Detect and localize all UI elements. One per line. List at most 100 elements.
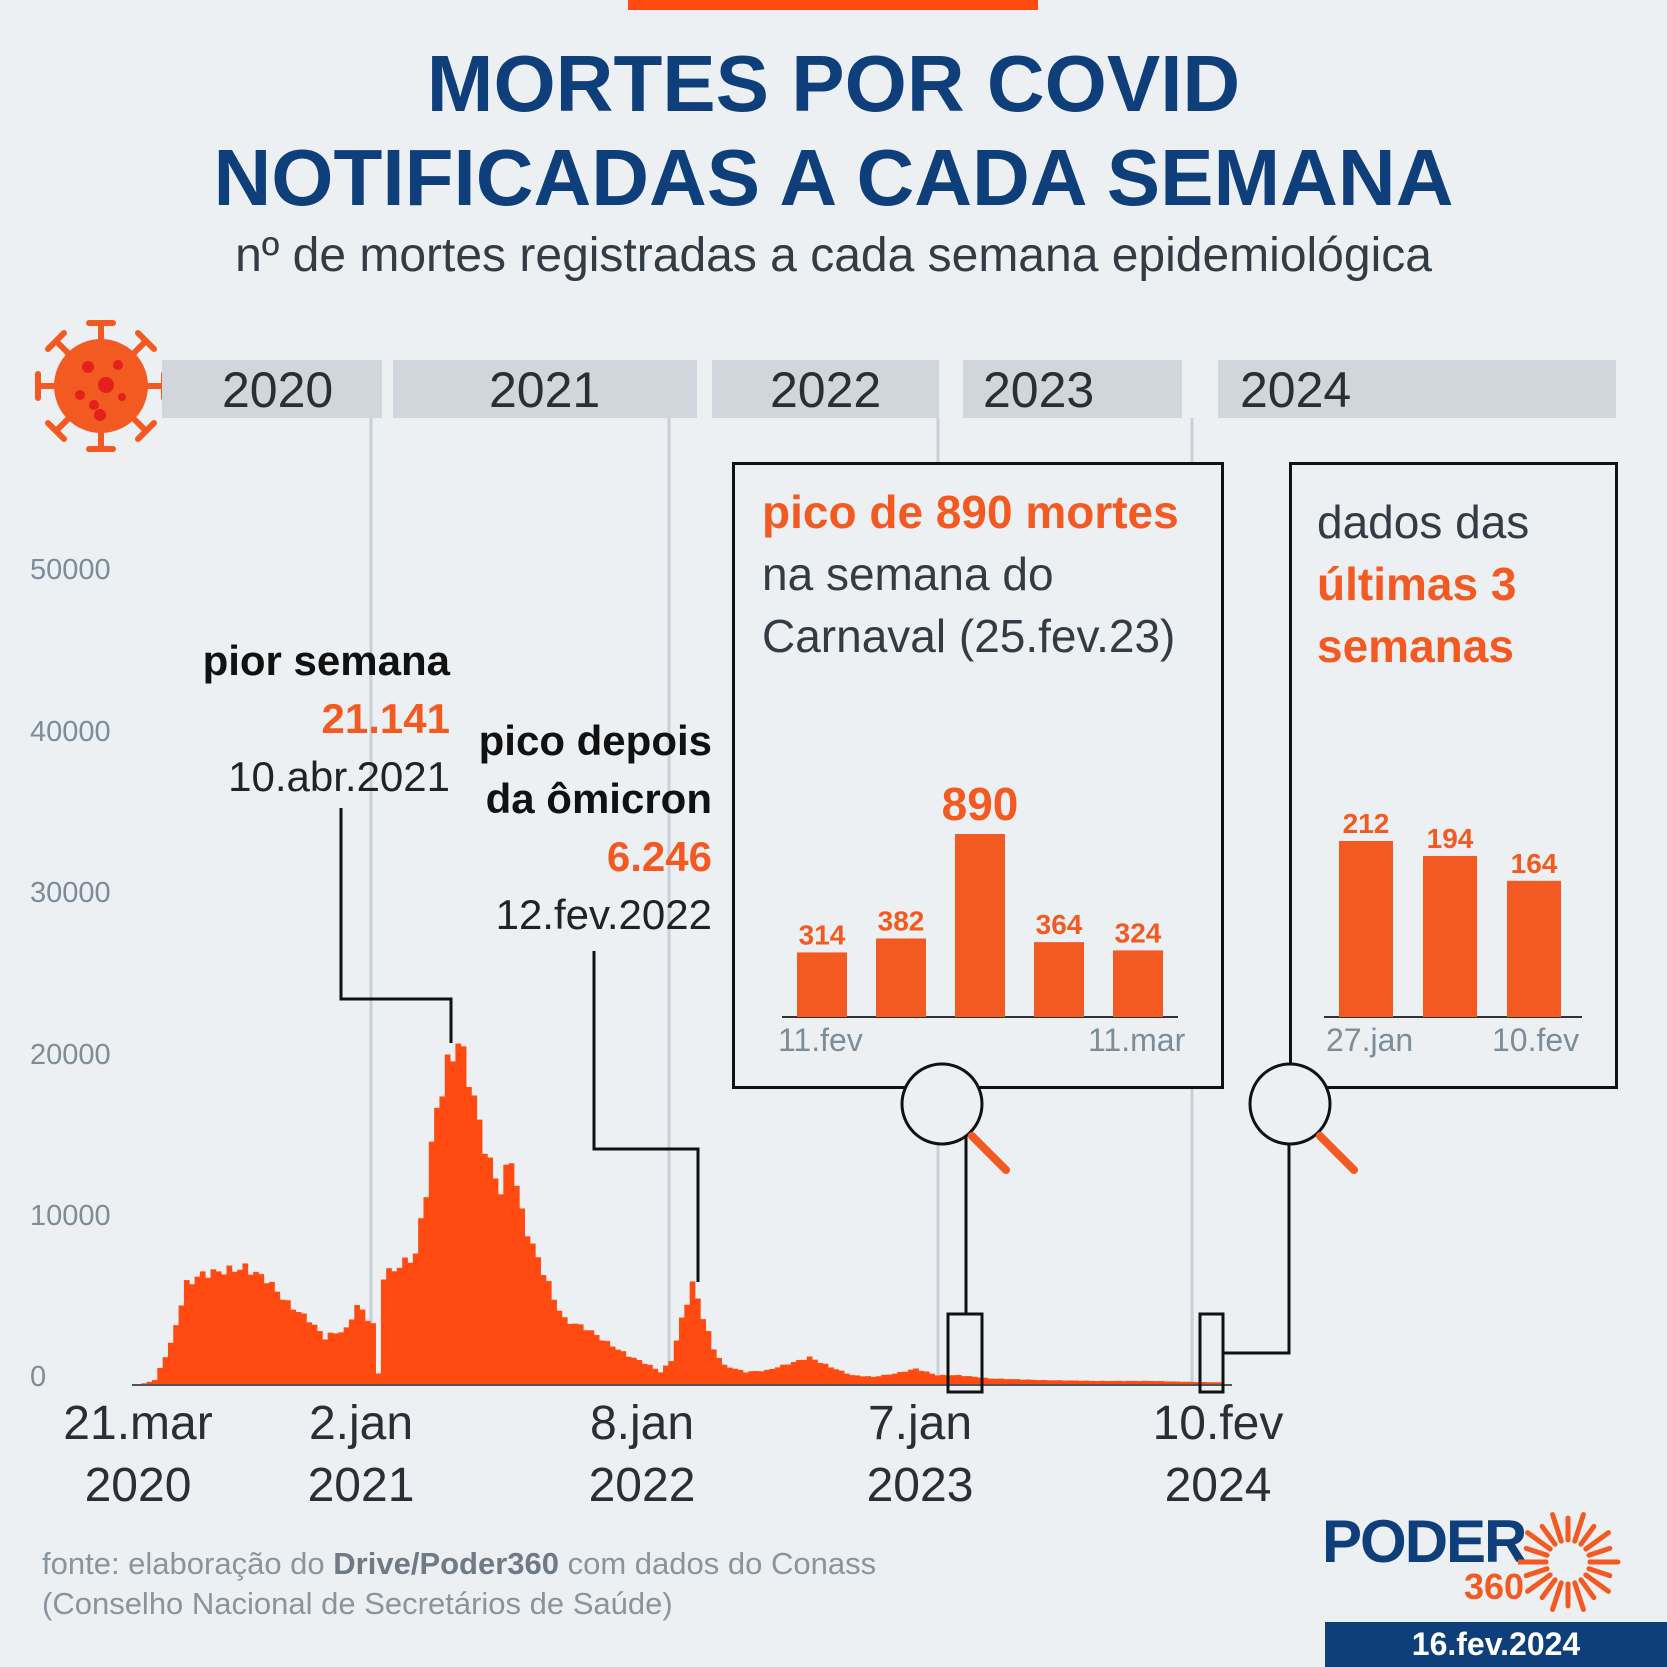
weekly-bar xyxy=(471,1095,478,1385)
annotation-worst-title: pior semana xyxy=(202,637,450,684)
weekly-bar xyxy=(897,1371,903,1385)
inset-bar xyxy=(1113,950,1163,1017)
weekly-bar xyxy=(833,1369,840,1385)
weekly-bar xyxy=(567,1323,573,1385)
weekly-bar xyxy=(391,1271,398,1385)
weekly-bar xyxy=(1147,1380,1154,1385)
weekly-bar xyxy=(194,1276,201,1385)
weekly-bar xyxy=(641,1363,648,1385)
weekly-bar xyxy=(269,1281,275,1385)
weekly-bar xyxy=(343,1327,350,1385)
weekly-bar xyxy=(338,1332,345,1385)
weekly-bar xyxy=(1200,1381,1207,1385)
weekly-bar xyxy=(434,1107,440,1385)
weekly-bar xyxy=(636,1360,643,1385)
year-label-2020: 2020 xyxy=(162,360,382,418)
inset-recent-chart: 212 194 164 xyxy=(1324,808,1582,1018)
inset-bar-label: 212 xyxy=(1343,808,1390,839)
weekly-bar xyxy=(822,1363,829,1385)
weekly-bar xyxy=(487,1157,494,1385)
weekly-bar xyxy=(742,1372,749,1385)
weekly-bar xyxy=(1158,1381,1164,1385)
weekly-bar xyxy=(737,1369,744,1385)
weekly-bar xyxy=(870,1376,877,1385)
sunburst-ray xyxy=(1550,1580,1564,1613)
weekly-bar xyxy=(173,1325,179,1385)
weekly-bar xyxy=(593,1335,600,1385)
weekly-bar xyxy=(508,1163,515,1385)
weekly-bar xyxy=(370,1323,376,1385)
callout-line-recent xyxy=(1223,1133,1291,1355)
weekly-bar xyxy=(758,1371,765,1385)
weekly-bar xyxy=(146,1381,153,1385)
year-label-2022: 2022 xyxy=(712,360,939,418)
weekly-bar xyxy=(423,1197,430,1385)
weekly-bar xyxy=(498,1194,504,1385)
weekly-bar xyxy=(279,1299,286,1385)
title-line2: NOTIFICADAS A CADA SEMANA xyxy=(213,133,1454,222)
year-label-2023: 2023 xyxy=(963,360,1182,418)
inset-recent-text: dados das últimas 3 semanas xyxy=(1317,496,1530,672)
inset-carnaval-text: pico de 890 mortes na semana do Carnaval… xyxy=(762,486,1179,662)
weekly-bar xyxy=(790,1362,797,1385)
weekly-bar xyxy=(844,1373,850,1385)
sunburst-ray xyxy=(1578,1577,1597,1601)
weekly-bar xyxy=(386,1268,392,1385)
weekly-bar xyxy=(178,1305,185,1385)
year-label-2024: 2024 xyxy=(1218,360,1616,418)
year-label-2021: 2021 xyxy=(393,360,697,418)
y-tick-10000: 10000 xyxy=(30,1200,111,1232)
annotation-worst-date: 10.abr.2021 xyxy=(228,753,450,800)
weekly-bar xyxy=(290,1309,297,1385)
weekly-bar xyxy=(657,1372,664,1385)
weekly-bar xyxy=(460,1046,467,1385)
weekly-bar xyxy=(1163,1381,1170,1385)
weekly-bar xyxy=(875,1376,882,1385)
sunburst-ray xyxy=(1523,1545,1550,1558)
weekly-bar xyxy=(716,1357,722,1385)
weekly-bar xyxy=(402,1257,408,1385)
magnifier-icon-carnaval xyxy=(900,1062,1010,1174)
weekly-bar xyxy=(939,1374,946,1385)
weekly-bar xyxy=(263,1283,270,1385)
weekly-bar xyxy=(828,1367,834,1385)
publication-date: 16.fev.2024 xyxy=(1325,1622,1667,1667)
weekly-bar xyxy=(1142,1380,1148,1385)
weekly-bar xyxy=(1131,1380,1138,1385)
annotation-omicron: pico depois da ômicron 6.246 12.fev.2022 xyxy=(410,712,712,944)
weekly-bar xyxy=(966,1376,973,1385)
inset-bar xyxy=(876,938,926,1017)
x-label-jan2022: 8.jan 2022 xyxy=(588,1397,696,1512)
weekly-bar xyxy=(1009,1379,1015,1385)
weekly-bar xyxy=(1211,1382,1218,1385)
weekly-bar xyxy=(673,1340,680,1385)
sunburst-ray xyxy=(1586,1545,1613,1558)
inset-bar-label: 382 xyxy=(878,905,925,936)
weekly-bar xyxy=(668,1361,675,1385)
weekly-bar xyxy=(519,1208,526,1385)
weekly-bar xyxy=(801,1359,808,1385)
weekly-bar xyxy=(205,1277,211,1385)
weekly-bar xyxy=(572,1323,579,1385)
weekly-bar xyxy=(1136,1381,1143,1385)
weekly-bar xyxy=(1030,1379,1037,1385)
inset-bar xyxy=(1507,880,1561,1017)
weekly-bar xyxy=(620,1351,627,1385)
weekly-bar xyxy=(1072,1380,1079,1385)
weekly-bar xyxy=(167,1342,174,1385)
weekly-bar xyxy=(1126,1380,1132,1385)
weekly-bar xyxy=(838,1370,845,1385)
sunburst-ray xyxy=(1572,1511,1586,1544)
weekly-bar xyxy=(466,1086,472,1385)
weekly-bar xyxy=(524,1236,531,1385)
weekly-bar xyxy=(476,1119,483,1385)
logo-word: PODER xyxy=(1322,1508,1527,1575)
weekly-bar xyxy=(482,1153,488,1385)
weekly-bar xyxy=(902,1371,909,1385)
inset-carnaval: pico de 890 mortes na semana do Carnaval… xyxy=(732,462,1224,1089)
weekly-bar xyxy=(886,1374,893,1385)
weekly-bar xyxy=(599,1340,605,1385)
weekly-bar xyxy=(492,1178,499,1385)
weekly-bar xyxy=(769,1368,776,1385)
weekly-bar xyxy=(311,1324,318,1385)
